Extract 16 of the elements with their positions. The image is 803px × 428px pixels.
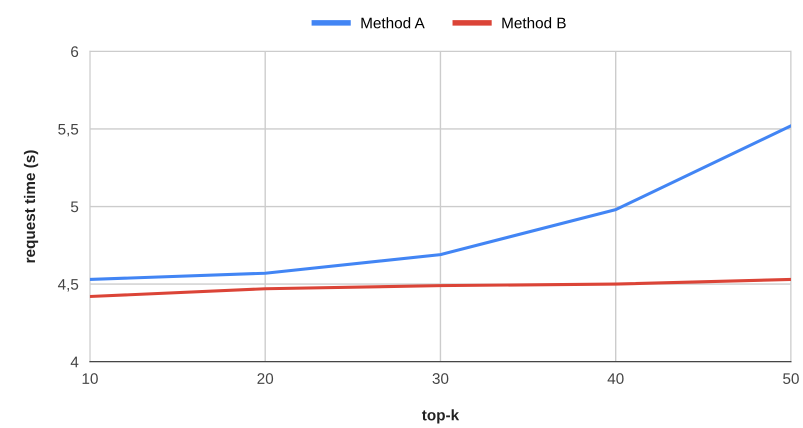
x-tick-label: 30 (432, 373, 448, 384)
legend-label: Method B (502, 17, 566, 28)
y-tick-label: 5,5 (58, 124, 78, 136)
line-series (90, 124, 791, 281)
y-tick-label: 4,5 (58, 279, 78, 292)
y-axis-title: request time (s) (24, 150, 38, 262)
x-tick-label: 10 (82, 373, 98, 384)
x-tick-label: 50 (783, 373, 799, 384)
y-tick-label: 5 (70, 202, 78, 212)
line-series (90, 278, 791, 298)
y-tick-label: 4 (70, 356, 78, 368)
x-tick-label: 40 (608, 373, 624, 384)
x-axis-title: top-k (422, 409, 460, 424)
x-tick-label: 20 (257, 373, 274, 384)
y-tick-label: 6 (71, 46, 78, 58)
legend-label: Method A (361, 17, 425, 28)
